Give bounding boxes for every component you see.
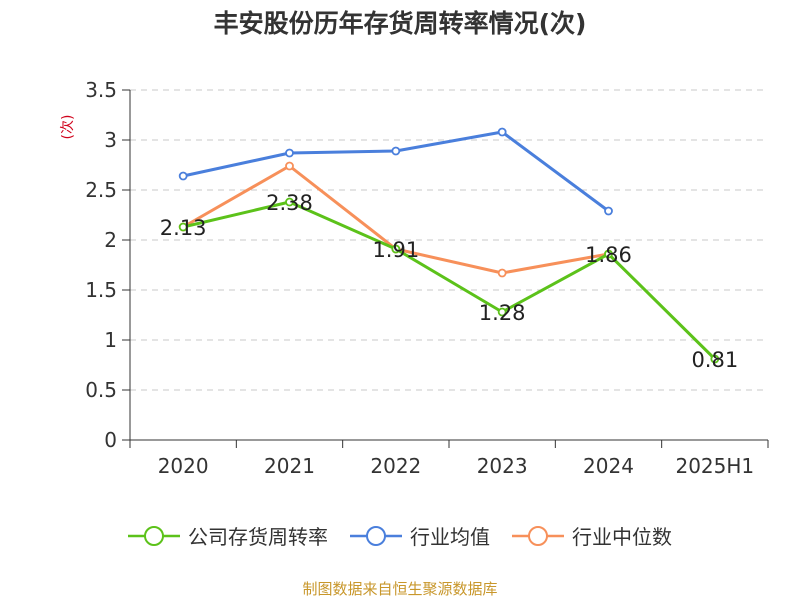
- legend-label: 行业中位数: [572, 525, 672, 549]
- y-tick-label: 1.5: [85, 278, 117, 302]
- series-line: [182, 130, 610, 213]
- legend-line-circle-icon: [512, 525, 564, 546]
- data-point[interactable]: [497, 268, 507, 278]
- y-axis-label: (次): [60, 115, 76, 140]
- legend-item-industry-mean[interactable]: 行业均值: [350, 521, 490, 550]
- data-point[interactable]: [391, 146, 401, 156]
- data-point[interactable]: [285, 197, 294, 207]
- y-tick-label: 3: [104, 128, 117, 152]
- legend-line-circle-icon: [350, 525, 402, 546]
- data-point[interactable]: [497, 307, 507, 317]
- legend-line-circle-icon: [128, 525, 180, 546]
- data-labels: 2.13 2.38 1.91 1.28 1.86 0.81: [160, 191, 738, 372]
- data-point[interactable]: [604, 206, 613, 216]
- legend-label: 公司存货周转率: [188, 525, 328, 549]
- axes: 0 0.5 1 1.5 2 2.5 3 3.5 2020 2021 2022 2023 2024 2025…: [85, 78, 769, 478]
- legend-label: 行业均值: [410, 525, 490, 549]
- data-point[interactable]: [391, 244, 401, 254]
- y-tick-label: 1: [104, 328, 117, 352]
- chart-title: 丰安股份历年存货周转率情况(次): [213, 9, 587, 38]
- x-tick-label: 2024: [583, 454, 634, 478]
- series-line: [182, 200, 716, 361]
- x-tick-label: 2021: [264, 454, 315, 478]
- data-source-note: 制图数据来自恒生聚源数据库: [302, 580, 498, 598]
- data-label: 1.91: [372, 238, 419, 262]
- y-tick-label: 2.5: [85, 178, 117, 202]
- series-lines: [178, 127, 720, 364]
- x-tick-label: 2025H1: [675, 454, 754, 478]
- data-label: 0.81: [691, 348, 738, 372]
- grid-lines: [130, 89, 768, 391]
- data-label: 1.86: [585, 243, 632, 267]
- y-tick-label: 0.5: [85, 378, 117, 402]
- data-point[interactable]: [178, 171, 188, 181]
- data-point[interactable]: [604, 249, 613, 259]
- x-tick-label: 2022: [370, 454, 421, 478]
- legend: 公司存货周转率 行业均值 行业中位数: [0, 521, 800, 550]
- y-tick-label: 3.5: [85, 78, 117, 102]
- data-point[interactable]: [285, 148, 294, 158]
- data-label: 2.13: [160, 216, 207, 240]
- legend-item-company[interactable]: 公司存货周转率: [128, 521, 328, 550]
- x-tick-label: 2023: [477, 454, 528, 478]
- y-tick-label: 0: [104, 428, 117, 452]
- data-label: 1.28: [479, 301, 526, 325]
- legend-item-industry-median[interactable]: 行业中位数: [512, 521, 672, 550]
- x-tick-label: 2020: [158, 454, 209, 478]
- data-point[interactable]: [497, 127, 507, 137]
- data-point[interactable]: [710, 354, 720, 364]
- y-tick-label: 2: [104, 228, 117, 252]
- data-point[interactable]: [285, 161, 294, 171]
- data-point[interactable]: [178, 222, 188, 232]
- data-label: 2.38: [266, 191, 313, 215]
